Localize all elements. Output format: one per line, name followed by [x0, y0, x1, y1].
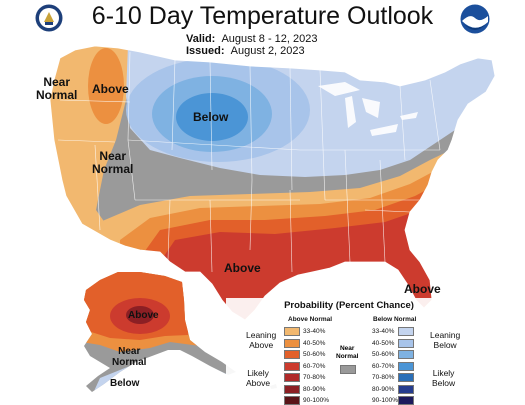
valid-value: August 8 - 12, 2023 [221, 33, 318, 45]
page-title: 6-10 Day Temperature Outlook [91, 2, 434, 30]
legend-above-range: 70-80% [303, 374, 326, 381]
legend-above-range: 50-60% [303, 351, 326, 358]
valid-dates: Valid: August 8 - 12, 2023 [186, 33, 317, 45]
issued-value: August 2, 2023 [230, 45, 305, 57]
legend-above-swatch [284, 384, 300, 394]
legend-below-range: 80-90% [372, 385, 395, 393]
legend-above-swatch [284, 338, 300, 348]
label-above-alaska: Above [128, 310, 159, 321]
label-above-south: Above [224, 261, 261, 275]
legend-leaning-above: Leaning Above [246, 330, 277, 350]
legend-title: Probability (Percent Chance) [284, 300, 414, 311]
legend-near-normal: Near Normal [336, 345, 359, 360]
below-60-70-north [176, 93, 248, 141]
legend-above-range: 40-50% [303, 339, 326, 347]
legend-above-header: Above Normal [288, 316, 333, 323]
legend-below-range: 60-70% [372, 362, 395, 370]
label-below-alaska: Below [110, 378, 140, 389]
legend-likely-below: Likely Below [432, 368, 456, 388]
legend-above-range: 60-70% [303, 362, 326, 370]
legend-above-swatch [284, 373, 300, 382]
legend-below-swatch [398, 396, 414, 405]
above-40-50-northwest [88, 48, 124, 124]
label-near-normal-alaska: Near Normal [112, 346, 147, 368]
legend-below-range: 33-40% [372, 328, 395, 335]
legend-above-swatch [284, 350, 300, 359]
legend-below-swatch [398, 384, 414, 394]
legend-likely-above: Likely Above [246, 368, 271, 388]
legend-above-swatch [284, 361, 300, 371]
legend-above-range: 90-100% [303, 397, 330, 404]
legend-above-range: 33-40% [303, 328, 326, 335]
legend-below-swatch [398, 350, 414, 359]
label-below-north: Below [193, 110, 229, 124]
commerce-seal-icon [35, 4, 63, 32]
label-above-southeast: Above [404, 282, 441, 296]
legend-below-swatch [398, 338, 414, 348]
legend-above-swatch [284, 396, 300, 405]
ak-above-70-80 [126, 306, 154, 324]
legend-below-swatch [398, 327, 414, 336]
alaska-outlook [84, 272, 236, 392]
great-lakes [318, 82, 418, 136]
legend-below-header: Below Normal [373, 316, 417, 323]
issued-date: Issued: August 2, 2023 [186, 45, 305, 57]
legend-below-range: 70-80% [372, 374, 395, 381]
noaa-logo-icon [460, 4, 490, 34]
legend-below-range: 90-100% [372, 397, 399, 404]
legend-leaning-below: Leaning Below [430, 330, 461, 350]
label-near-normal-west: Near Normal [36, 75, 78, 102]
legend-below-range: 40-50% [372, 339, 395, 347]
issued-label: Issued: [186, 45, 225, 57]
valid-label: Valid: [186, 33, 216, 45]
legend-near-normal-swatch [340, 365, 356, 374]
legend-below-swatch [398, 361, 414, 371]
state-boundaries [57, 51, 441, 273]
legend-below-range: 50-60% [372, 351, 395, 358]
legend-panel [226, 298, 488, 404]
label-near-normal-central: Near Normal [92, 149, 134, 176]
label-above-northwest: Above [92, 82, 129, 96]
legend-below-swatch [398, 373, 414, 382]
legend-above-range: 80-90% [303, 385, 326, 393]
legend-above-swatch [284, 327, 300, 336]
